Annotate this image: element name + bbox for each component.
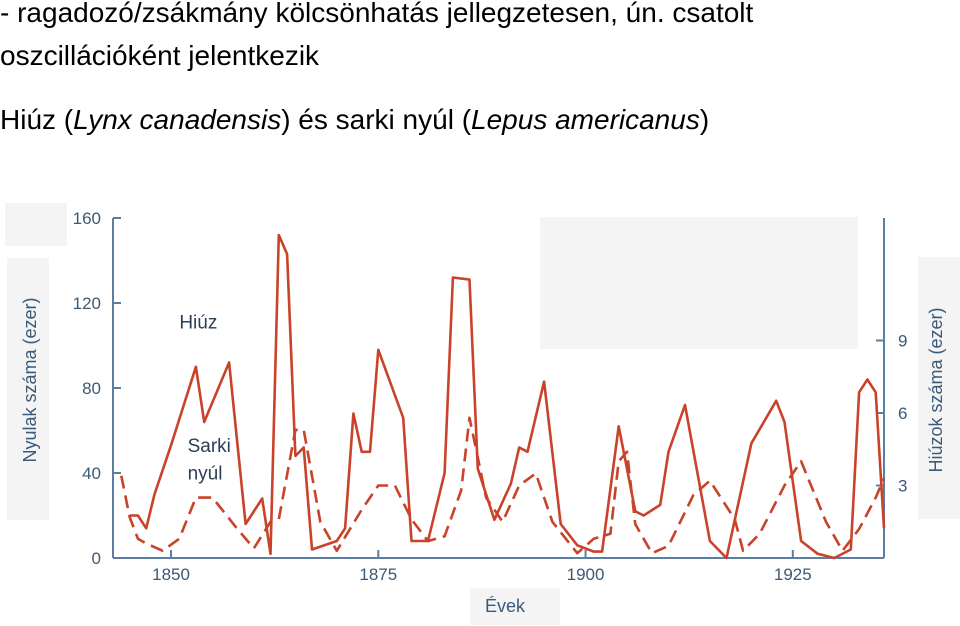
scan-background-patch: [470, 588, 560, 625]
heading-text-part: ) és sarki nyúl (: [281, 104, 472, 135]
scan-background-patch: [5, 203, 67, 246]
y-tick-right-label: 6: [898, 404, 907, 423]
y-tick-left-label: 120: [73, 294, 101, 313]
series-lines-group: [120, 233, 886, 560]
x-tick-label: 1925: [774, 565, 812, 584]
series-annotation: nyúl: [188, 463, 223, 484]
y-tick-left-label: 0: [92, 549, 101, 568]
series-annotation: Sarki: [188, 436, 231, 457]
y-tick-left-label: 160: [73, 209, 101, 228]
heading-text-part: Hiúz (: [0, 104, 74, 135]
series-labels-group: Hiúz Sarki nyúl: [179, 313, 231, 485]
series-line-sarki-nyul: [120, 416, 886, 555]
y-tick-left-label: 40: [82, 464, 101, 483]
y-axis-left-label: Nyulak száma (ezer): [20, 297, 40, 462]
y-tick-right-label: 3: [898, 477, 907, 496]
scan-background-patch: [918, 257, 960, 519]
lynx-species-name: Lynx canadensis: [73, 104, 282, 135]
heading-text-part: ): [699, 104, 710, 135]
x-tick-label: 1900: [567, 565, 605, 584]
x-tick-label: 1850: [152, 565, 190, 584]
lepus-species-name: Lepus americanus: [471, 104, 700, 135]
scan-background-patch: [7, 258, 49, 520]
series-annotation: Hiúz: [179, 313, 217, 334]
x-axis-label: Évek: [485, 596, 526, 616]
slide-heading-line1: - ragadozó/zsákmány kölcsönhatás jellegz…: [0, 0, 754, 28]
slide-heading-line2: oszcillációként jelentkezik: [0, 40, 320, 71]
y-axis-right-label: Hiúzok száma (ezer): [926, 307, 946, 472]
slide-heading-line3: Hiúz (Lynx canadensis) és sarki nyúl (Le…: [0, 103, 709, 137]
y-tick-left-label: 80: [82, 379, 101, 398]
scan-background-patch: [540, 217, 858, 349]
axes-group: [112, 217, 885, 559]
x-tick-label: 1875: [359, 565, 397, 584]
tick-labels-group: 0 40 80 120 160 3 6 9 1850 1875 1900 1925: [73, 209, 908, 584]
y-tick-right-label: 9: [898, 332, 907, 351]
